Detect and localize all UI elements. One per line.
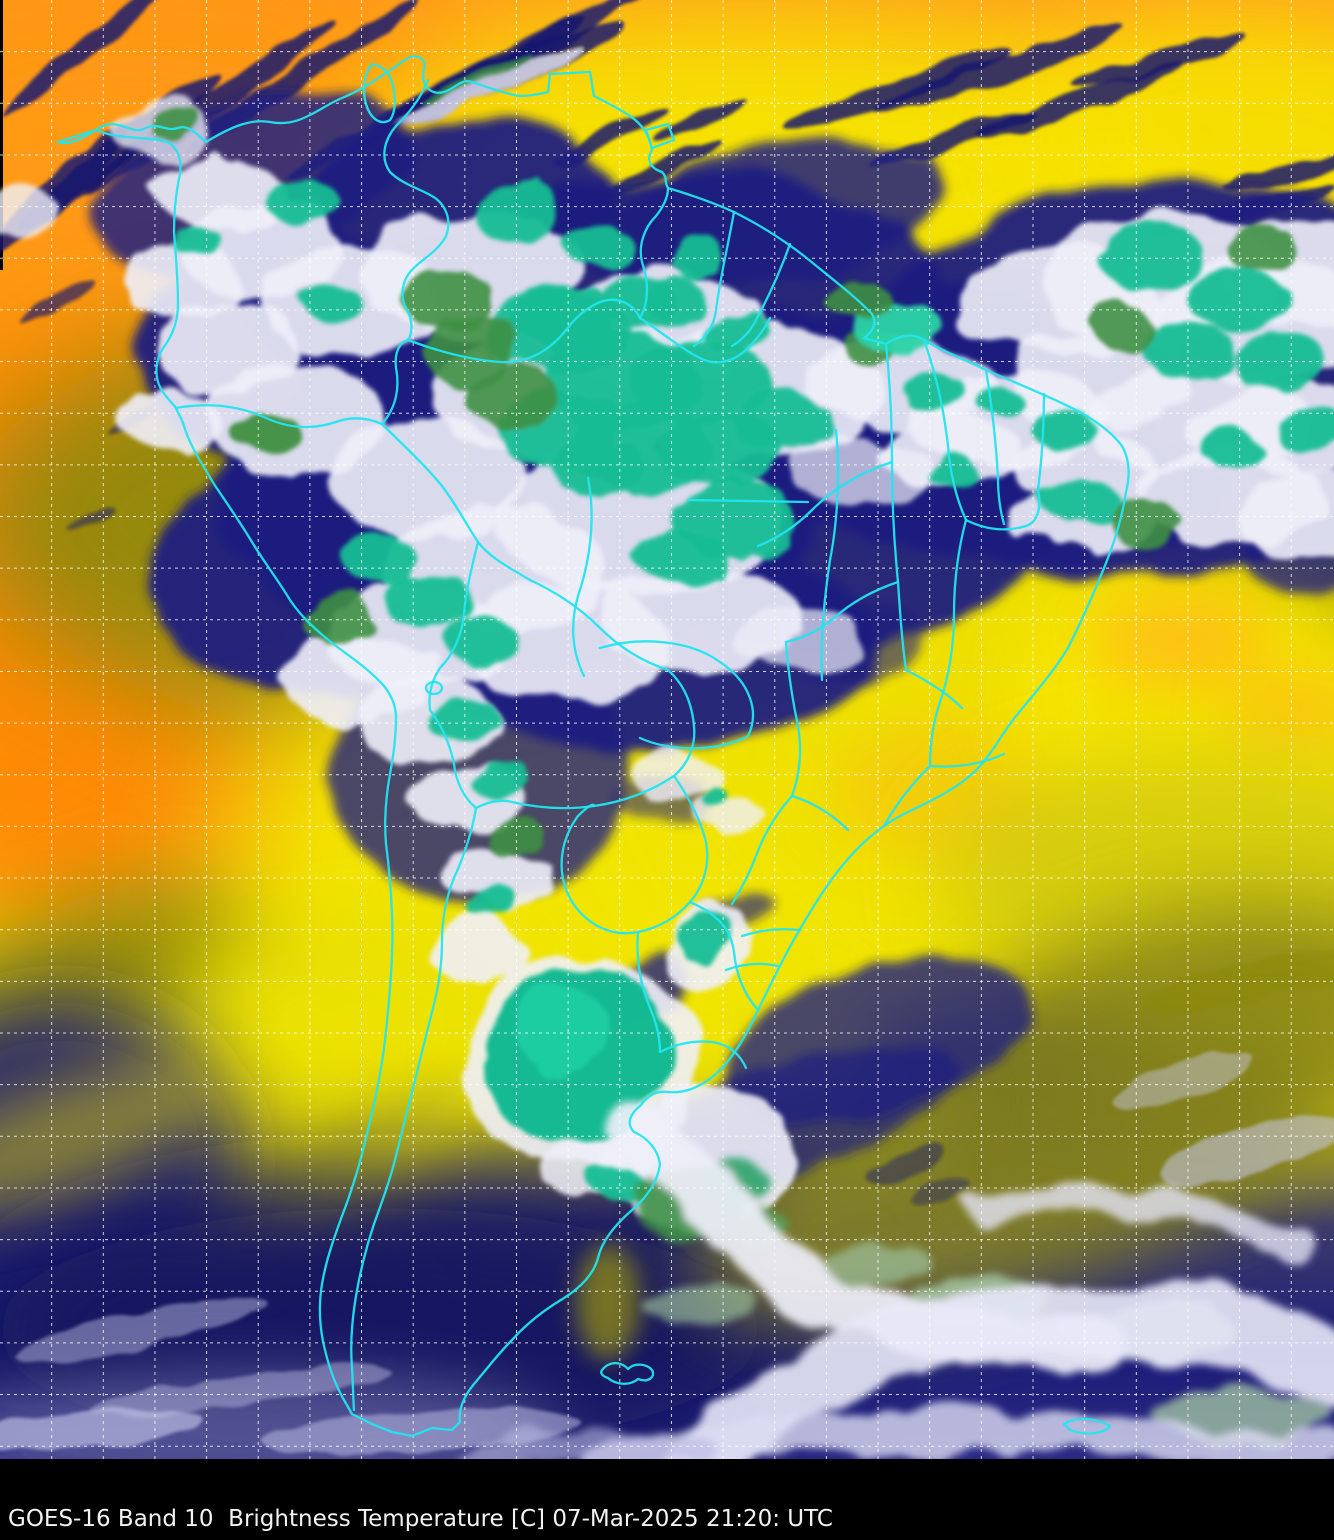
country-borders (56, 55, 1130, 1438)
cyclone-bands (466, 1102, 1334, 1459)
caption-bar: GOES-16 Band 10 Brightness Temperature [… (0, 1459, 1334, 1540)
grid-overlay (0, 0, 1334, 1459)
satellite-image (0, 0, 1334, 1459)
caption-text: GOES-16 Band 10 Brightness Temperature [… (8, 1506, 833, 1533)
